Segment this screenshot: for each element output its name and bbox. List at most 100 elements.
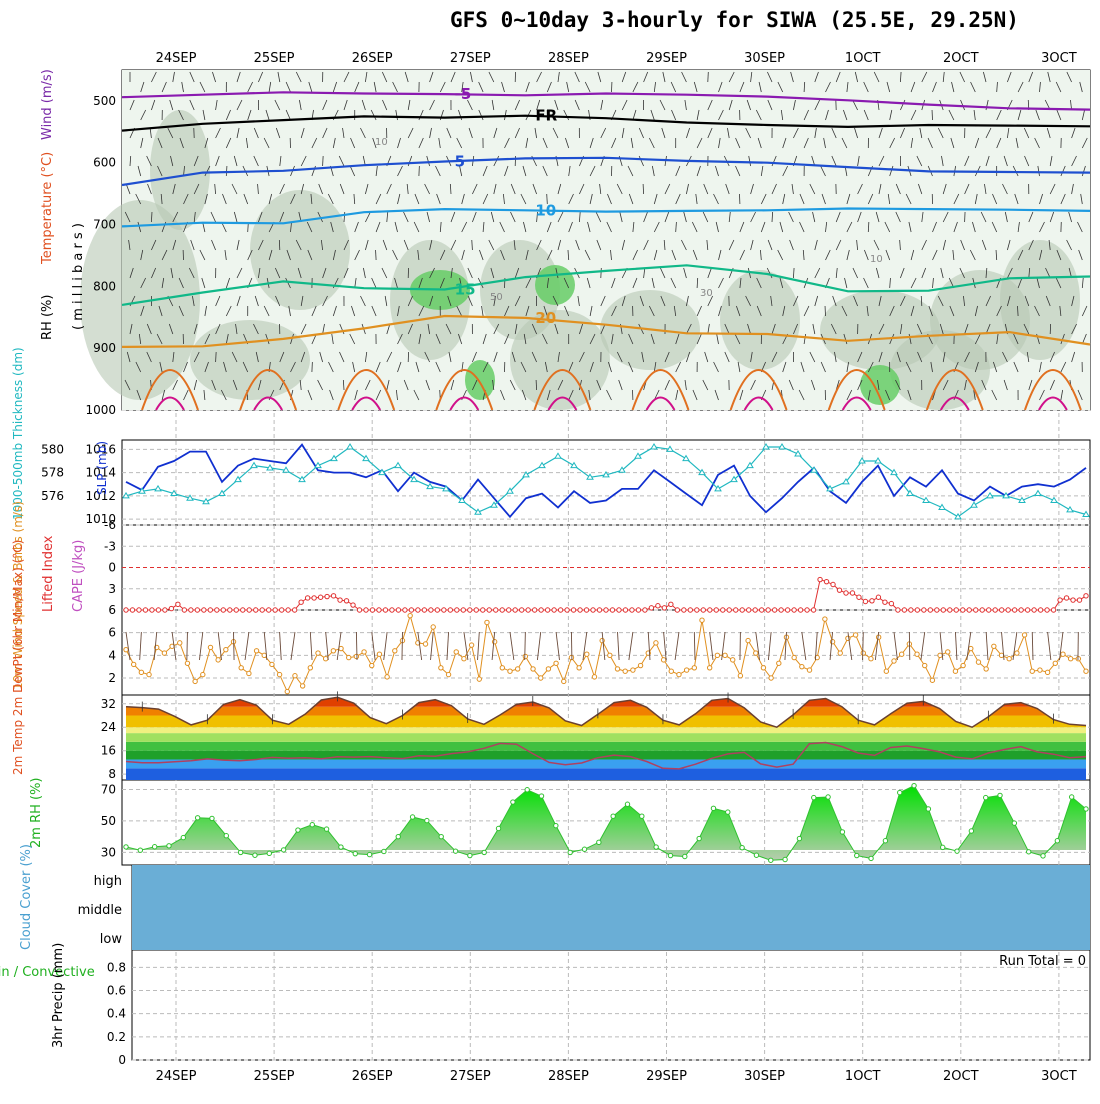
lifted-index-point	[623, 608, 627, 612]
lifted-index-point	[948, 608, 952, 612]
lifted-index-point	[487, 608, 491, 612]
pressure-tick-label: 700	[93, 218, 116, 232]
wind-barb	[921, 296, 922, 306]
rh2m-point	[439, 834, 443, 838]
slp-point	[251, 463, 257, 468]
wind10m-point	[953, 669, 957, 673]
rh2m-point	[754, 853, 758, 857]
wind10m-point	[216, 658, 220, 662]
rh2m-point	[281, 848, 285, 852]
lifted-index-point	[597, 608, 601, 612]
wind10m-point	[446, 672, 450, 676]
wind10m-point	[861, 651, 865, 655]
wind10m-point	[178, 641, 182, 645]
wind10m-point	[830, 640, 834, 644]
wind10m-point	[1007, 657, 1011, 661]
wind10m-point	[984, 667, 988, 671]
lifted-index-point	[338, 598, 342, 602]
thickness-axis-label: 1000-500mb Thickness (dm)	[11, 347, 25, 520]
lifted-index-point	[1071, 598, 1075, 602]
thickness-tick-label: 580	[41, 442, 64, 456]
temp-band	[122, 695, 1090, 707]
lifted-index-point	[448, 608, 452, 612]
wind10m-point	[554, 661, 558, 665]
wind10m-point	[254, 649, 258, 653]
date-label-top: 28SEP	[548, 51, 589, 66]
lifted-index-point	[150, 608, 154, 612]
lifted-index-point	[928, 608, 932, 612]
slp-point	[555, 453, 561, 458]
lifted-index-point	[357, 608, 361, 612]
lifted-index-point	[513, 608, 517, 612]
lifted-index-point	[286, 608, 290, 612]
rh2m-point	[152, 845, 156, 849]
temp-band	[122, 716, 1090, 728]
isotherm-label: 10	[535, 201, 556, 219]
slp-point	[571, 463, 577, 468]
rh-axis-label: RH (%)	[40, 295, 55, 340]
lifted-index-point	[500, 608, 504, 612]
rh2m-point	[955, 849, 959, 853]
wind10m-point	[393, 649, 397, 653]
date-label-bottom: 26SEP	[352, 1069, 393, 1084]
lifted-index-point	[429, 608, 433, 612]
wind-barb	[868, 222, 869, 232]
lifted-index-point	[643, 608, 647, 612]
rh2m-point	[740, 845, 744, 849]
lifted-index-point	[344, 599, 348, 603]
lifted-index-point	[312, 596, 316, 600]
wind10m-point	[546, 667, 550, 671]
wind10m-barb	[356, 632, 357, 660]
lifted-index-point	[331, 594, 335, 598]
lifted-index-point	[254, 608, 258, 612]
wind10m-point	[1038, 668, 1042, 672]
lifted-index-point	[831, 582, 835, 586]
temp2m-tick-label: 32	[101, 697, 116, 711]
rh2m-point	[1026, 850, 1030, 854]
lifted-index-tick-label: -6	[104, 518, 116, 532]
rh2m-point	[711, 806, 715, 810]
rh2m-point	[339, 845, 343, 849]
precip-tick-label: 0.8	[107, 960, 126, 974]
lifted-index-point	[545, 608, 549, 612]
rh-contour-label: 30	[700, 288, 713, 299]
wind10m-point	[323, 657, 327, 661]
lifted-index-point	[305, 596, 309, 600]
pressure-tick-label: 1000	[85, 403, 116, 417]
wind10m-barb	[848, 632, 852, 660]
lifted-index-point	[247, 608, 251, 612]
wind10m-point	[1084, 669, 1088, 673]
lifted-index-point	[837, 588, 841, 592]
wind-barb	[601, 268, 602, 278]
wind-barb	[216, 352, 217, 362]
rh2m-point	[855, 853, 859, 857]
wind10m-point	[293, 674, 297, 678]
rh2m-point	[812, 795, 816, 799]
rh-shade-blob	[510, 310, 610, 410]
isotherm-label: 5	[455, 152, 465, 170]
cloud-tick-label: high	[94, 874, 122, 889]
rh2m-point	[195, 816, 199, 820]
lifted-index-point	[169, 606, 173, 610]
lifted-index-point	[863, 599, 867, 603]
lifted-index-point	[552, 608, 556, 612]
wind10m-point	[224, 647, 228, 651]
lifted-index-point	[766, 608, 770, 612]
wind10m-point	[938, 653, 942, 657]
wind10m-point	[915, 652, 919, 656]
wind10m-point	[930, 678, 934, 682]
wind10m-point	[692, 666, 696, 670]
wind10m-point	[654, 641, 658, 645]
lifted-index-point	[747, 608, 751, 612]
lifted-index-point	[604, 608, 608, 612]
slp-point	[651, 444, 657, 449]
cloud-tick-label: low	[100, 932, 123, 947]
rh2m-point	[267, 851, 271, 855]
rh2m-point	[525, 788, 529, 792]
lifted-index-point	[208, 608, 212, 612]
lifted-index-point	[1045, 608, 1049, 612]
wind10m-point	[462, 657, 466, 661]
temp2m-tick-label: 24	[101, 720, 116, 734]
rh2m-point	[969, 829, 973, 833]
